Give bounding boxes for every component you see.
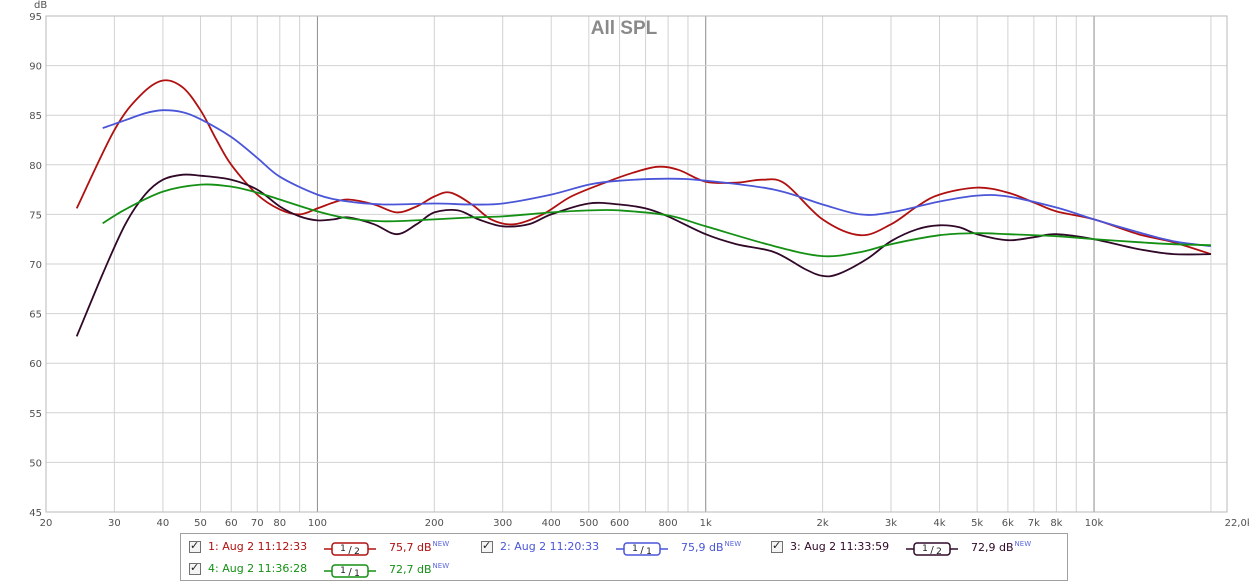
series-2-value: 75,9 dBNEW — [681, 540, 742, 554]
svg-text:2: 2 — [936, 547, 942, 556]
series-4-checkbox[interactable] — [189, 561, 201, 575]
y-tick-label: 75 — [29, 210, 42, 221]
x-tick-label: 500 — [579, 518, 598, 529]
y-tick-label: 50 — [29, 458, 42, 469]
x-tick-label: 200 — [425, 518, 444, 529]
svg-text:2: 2 — [354, 547, 360, 556]
x-tick-label: 300 — [493, 518, 512, 529]
series-4-label: 4: Aug 2 11:36:28 — [208, 562, 308, 575]
x-tick-label: 400 — [542, 518, 561, 529]
legend-entry-4: 4: Aug 2 11:36:28 1/1 72,7 dBNEW — [189, 560, 479, 580]
series-3-checkbox[interactable] — [771, 539, 783, 553]
svg-text:/: / — [640, 545, 644, 556]
plot-frame — [45, 15, 1228, 513]
y-tick-label: 70 — [29, 260, 42, 271]
legend-entry-1: 1: Aug 2 11:12:33 1/2 75,7 dBNEW — [189, 538, 479, 558]
x-tick-labels: 20 30 40 50 60 70 80 100 200 300 400 500 600 800 1k 2k 3… — [40, 518, 1249, 529]
x-tick-label: 600 — [610, 518, 629, 529]
y-tick-label: 95 — [29, 12, 42, 23]
y-tick-label: 85 — [29, 111, 42, 122]
series-2-label: 2: Aug 2 11:20:33 — [500, 540, 600, 553]
spl-chart: 45 50 55 60 65 70 75 80 85 90 95 20 30 40 50 60 70 80 100… — [29, 0, 1249, 529]
series-4-value: 72,7 dBNEW — [389, 562, 450, 576]
series-lines — [75, 79, 1212, 337]
y-tick-label: 90 — [29, 62, 42, 73]
x-tick-label: 2k — [817, 518, 829, 529]
y-tick-labels: 45 50 55 60 65 70 75 80 85 90 95 — [29, 12, 42, 519]
x-tick-label: 1k — [700, 518, 712, 529]
x-tick-label: 6k — [1002, 518, 1014, 529]
y-axis-label: dB — [34, 0, 47, 11]
y-tick-label: 80 — [29, 161, 42, 172]
x-tick-label: 20 — [40, 518, 53, 529]
legend-entry-2: 2: Aug 2 11:20:33 1/1 75,9 dBNEW — [481, 538, 771, 558]
x-tick-label: 3k — [885, 518, 897, 529]
series-1-checkbox[interactable] — [189, 539, 201, 553]
x-tick-label: 40 — [157, 518, 170, 529]
x-tick-label: 80 — [273, 518, 286, 529]
legend-entry-3: 3: Aug 2 11:33:59 1/2 72,9 dBNEW — [771, 538, 1061, 558]
series-4-line — [102, 183, 1211, 258]
x-tick-label: 70 — [251, 518, 264, 529]
series-4-smoothing-icon[interactable]: 1/1 — [324, 564, 376, 578]
x-tick-label: 5k — [971, 518, 983, 529]
x-tick-label: 8k — [1050, 518, 1062, 529]
series-1-line — [75, 79, 1212, 255]
y-tick-label: 45 — [29, 508, 42, 519]
series-1-new-badge: NEW — [432, 540, 450, 548]
series-4-new-badge: NEW — [432, 562, 450, 570]
chart-title: All SPL — [591, 18, 658, 39]
grid-lines — [46, 16, 1227, 512]
series-2-line — [102, 109, 1212, 247]
svg-text:/: / — [930, 545, 934, 556]
svg-text:1: 1 — [340, 544, 346, 554]
series-1-value: 75,7 dBNEW — [389, 540, 450, 554]
series-3-smoothing-icon[interactable]: 1/2 — [906, 542, 958, 556]
series-2-smoothing-icon[interactable]: 1/1 — [616, 542, 668, 556]
series-2-checkbox[interactable] — [481, 539, 493, 553]
x-tick-label: 100 — [308, 518, 327, 529]
x-tick-label: 4k — [933, 518, 945, 529]
y-tick-label: 55 — [29, 409, 42, 420]
y-tick-label: 65 — [29, 310, 42, 321]
svg-text:/: / — [348, 567, 352, 578]
series-1-label: 1: Aug 2 11:12:33 — [208, 540, 308, 553]
svg-text:1: 1 — [340, 566, 346, 576]
svg-text:1: 1 — [646, 547, 652, 556]
x-tick-label: 30 — [108, 518, 121, 529]
svg-text:1: 1 — [922, 544, 928, 554]
x-tick-label: 50 — [194, 518, 207, 529]
legend-panel: 1: Aug 2 11:12:33 1/2 75,7 dBNEW 2: Aug … — [180, 533, 1068, 581]
x-tick-label: 10k — [1085, 518, 1104, 529]
svg-text:1: 1 — [354, 569, 360, 578]
series-2-new-badge: NEW — [724, 540, 742, 548]
svg-text:/: / — [348, 545, 352, 556]
series-3-label: 3: Aug 2 11:33:59 — [790, 540, 890, 553]
x-tick-label: 800 — [659, 518, 678, 529]
series-1-smoothing-icon[interactable]: 1/2 — [324, 542, 376, 556]
x-tick-label: 7k — [1028, 518, 1040, 529]
series-3-new-badge: NEW — [1014, 540, 1032, 548]
y-tick-label: 60 — [29, 359, 42, 370]
series-3-value: 72,9 dBNEW — [971, 540, 1032, 554]
x-tick-label: 22,0kHz — [1225, 518, 1249, 529]
series-3-line — [75, 173, 1211, 337]
x-tick-label: 60 — [225, 518, 238, 529]
svg-text:1: 1 — [632, 544, 638, 554]
